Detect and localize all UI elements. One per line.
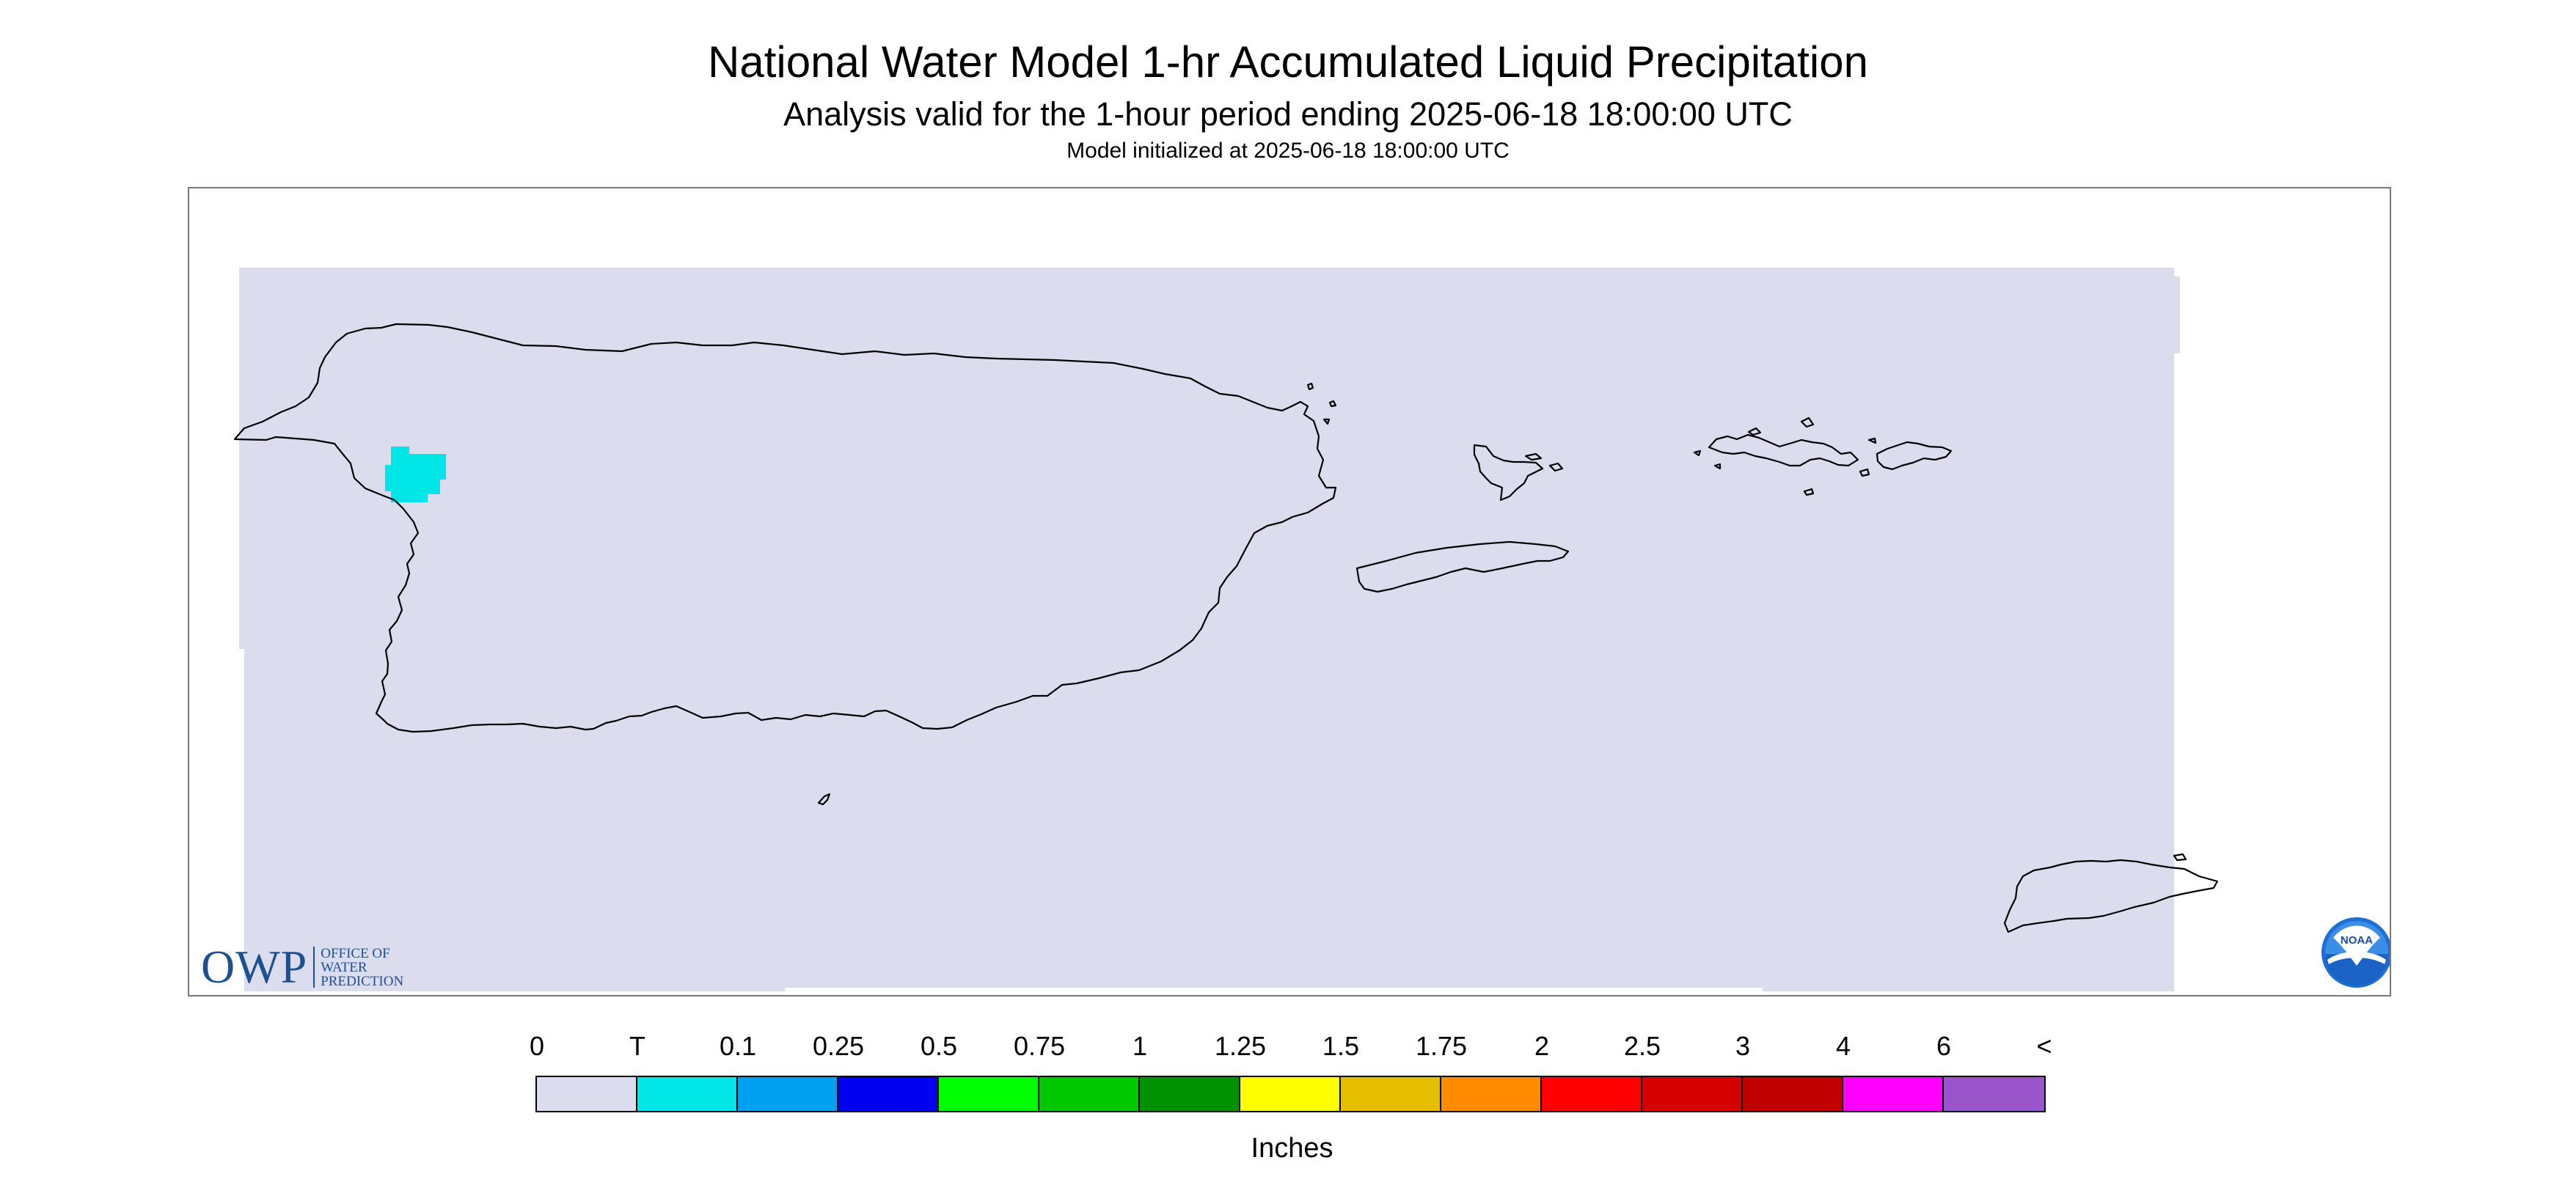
legend-label: 6 [1936,1031,1952,1061]
legend-swatch [537,1077,637,1111]
legend-swatch [1944,1077,2044,1111]
st-croix-coastline [2003,859,2219,933]
vi-islet-6 [1867,437,1877,444]
legend-swatch [1542,1077,1642,1111]
culebra-coastline [1473,444,1544,502]
legend-label: 2.5 [1623,1031,1661,1061]
legend-swatch [838,1077,939,1111]
vi-islet-3 [1747,427,1762,436]
legend-label: 1.75 [1415,1031,1468,1061]
st-john-coastline [1876,441,1953,471]
precip-cell [385,447,446,502]
legend-label: 3 [1735,1031,1751,1061]
st-thomas-coastline [1708,433,1859,467]
noaa-seal-icon: NOAA [2321,917,2390,988]
legend-swatch [1743,1077,1843,1111]
noaa-text: NOAA [2341,934,2373,947]
legend-swatch [1240,1077,1341,1111]
owp-word-2: Water [321,959,367,975]
legend-label: 2 [1534,1031,1550,1061]
color-legend: 0 T 0.1 0.25 0.5 0.75 1 1.25 1.5 1.75 2 2.5 3 4 6 < Inc… [530,1030,2054,1170]
legend-swatch [1341,1077,1441,1111]
legend-swatch [1843,1077,1944,1111]
vi-islet-4 [1859,468,1870,477]
legend-label: T [629,1031,645,1061]
st-croix-islet [2173,853,2187,862]
owp-logo-mark: OWP [201,941,308,993]
precipitation-map: OWP Office of Water Prediction NOAA [201,268,2390,991]
vi-islet-7 [1713,463,1721,470]
legend-label: 0 [529,1031,545,1061]
legend-label: 0.1 [719,1031,757,1061]
legend-label: < [2036,1031,2052,1061]
legend-color-bar [535,1076,2046,1112]
vi-islet-2 [1800,416,1815,428]
legend-swatch [1642,1077,1743,1111]
culebra-islet [1548,462,1564,472]
culebra-islet-2 [1524,452,1543,461]
owp-word-1: Office of [321,945,390,961]
legend-label: 1.5 [1322,1031,1360,1061]
legend-units: Inches [1251,1133,1333,1164]
east-islet-2 [1328,400,1337,408]
east-islet-3 [1322,418,1331,425]
model-init-text: Model initialized at 2025-06-18 18:00:00… [1066,139,1510,163]
owp-logo-words: Office of Water Prediction [321,947,403,988]
vi-islet-1 [1693,449,1702,457]
legend-swatch [637,1077,738,1111]
legend-label: 0.75 [1013,1031,1066,1061]
vi-islet-5 [1803,488,1815,496]
owp-logo: OWP Office of Water Prediction [201,944,403,991]
legend-label: 0.5 [920,1031,958,1061]
puerto-rico-coastline [233,323,1337,733]
legend-label: 1.25 [1214,1031,1267,1061]
desecheo-islet [817,793,831,806]
owp-word-3: Prediction [321,973,404,989]
legend-swatch [1441,1077,1542,1111]
map-panel: OWP Office of Water Prediction NOAA [188,187,2391,996]
map-title: National Water Model 1-hr Accumulated Li… [708,37,1868,87]
legend-swatch [1039,1077,1140,1111]
legend-swatch [738,1077,838,1111]
legend-swatch [1140,1077,1240,1111]
owp-logo-divider [313,947,315,988]
legend-swatch [939,1077,1039,1111]
east-islet [1306,382,1314,391]
model-domain-area [239,268,2180,991]
legend-label: 0.25 [812,1031,865,1061]
legend-label: 1 [1132,1031,1148,1061]
map-subtitle: Analysis valid for the 1-hour period end… [783,95,1793,133]
legend-label: 4 [1835,1031,1851,1061]
vieques-coastline [1355,540,1570,593]
